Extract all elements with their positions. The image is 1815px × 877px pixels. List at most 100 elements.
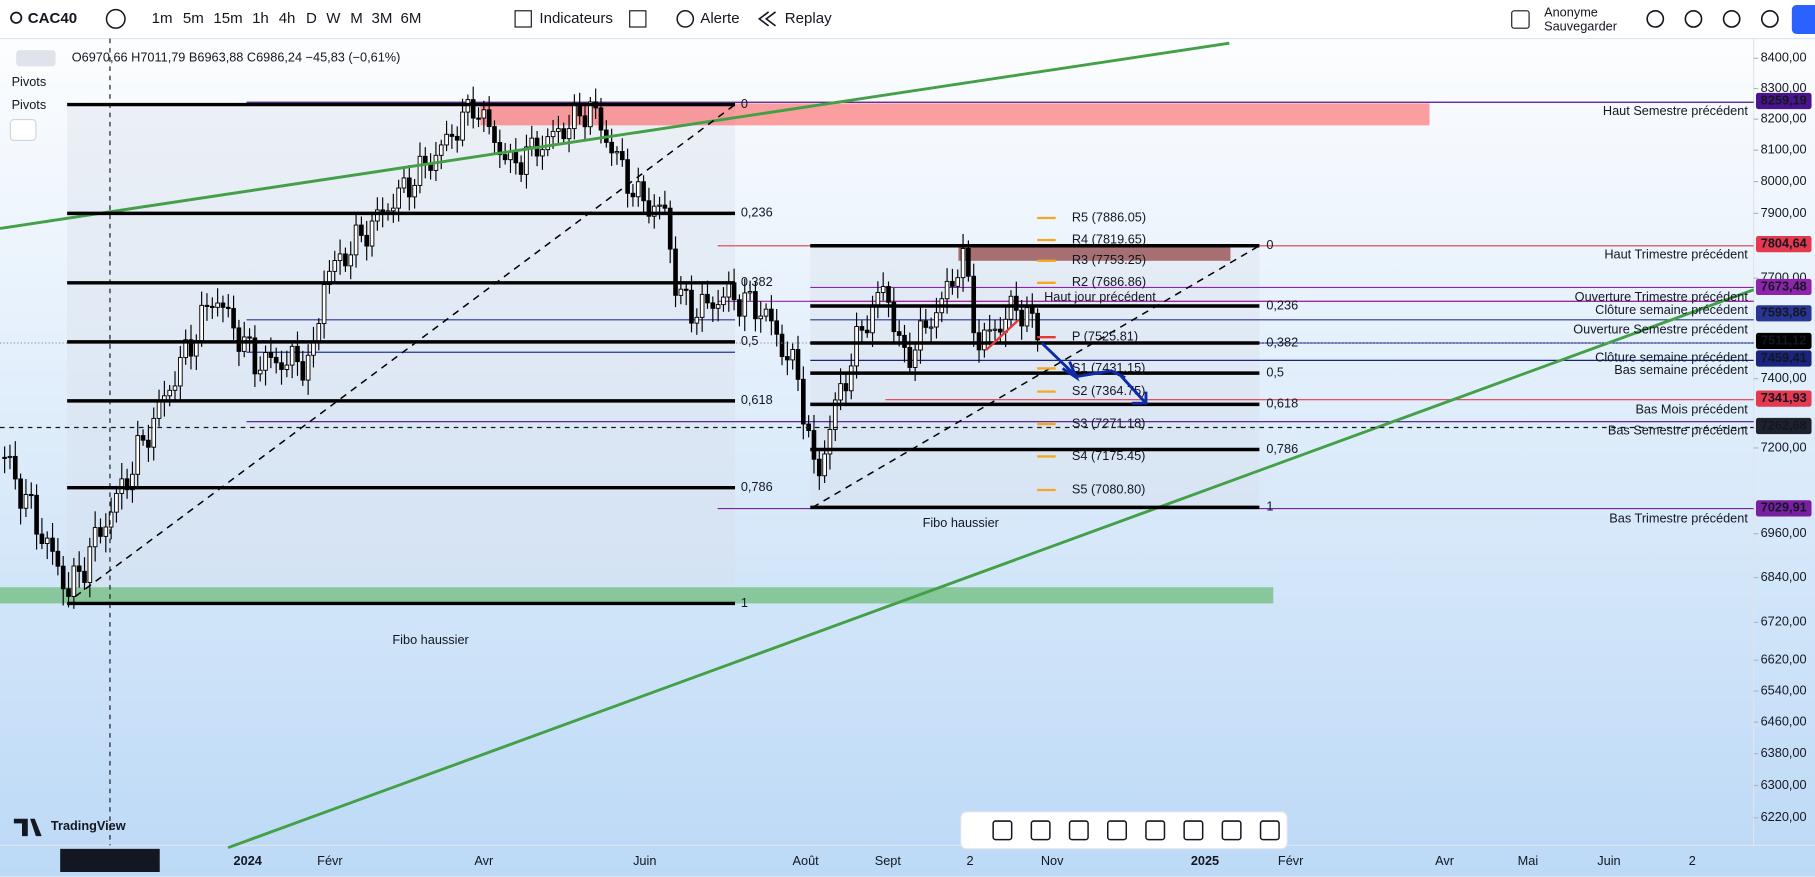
candle-body: [241, 336, 247, 352]
interval[interactable]: M: [350, 10, 363, 27]
drawing-tool[interactable]: [1183, 820, 1204, 841]
fib-level-label: 1: [741, 595, 748, 610]
price-badge: [1755, 417, 1812, 435]
candle-body: [710, 302, 716, 309]
collapse-button[interactable]: [9, 119, 37, 142]
candle-body: [71, 565, 77, 597]
resistance-zone: [480, 103, 1430, 126]
alert-icon[interactable]: [676, 10, 695, 28]
candle-body: [401, 177, 407, 189]
candle-body: [625, 159, 630, 194]
interval[interactable]: 1h: [252, 10, 269, 27]
arrow: [985, 319, 1020, 351]
toolbar: [0, 0, 1815, 39]
candle-body: [816, 458, 822, 477]
candle-body: [683, 288, 689, 291]
replay-icon[interactable]: [757, 11, 777, 27]
time-tick-label: Juin: [1597, 853, 1620, 868]
candle-body: [513, 151, 519, 164]
drawing-tool[interactable]: [1106, 820, 1128, 841]
price-tick-label: 7900,00: [1761, 205, 1807, 220]
interval[interactable]: 6M: [400, 10, 421, 27]
add-icon[interactable]: [105, 8, 126, 29]
candle-body: [375, 209, 380, 222]
publish-button[interactable]: [1791, 5, 1815, 34]
price-badge: [1755, 500, 1812, 517]
candle-body: [327, 270, 332, 286]
candle-body: [257, 369, 263, 375]
candle-body: [98, 527, 103, 537]
level-label: Ouverture Semestre précédent: [1573, 322, 1748, 337]
candle-body: [966, 248, 971, 277]
candle-body: [60, 565, 66, 590]
candle-body: [332, 260, 338, 272]
symbol[interactable]: CAC40: [28, 10, 77, 27]
candle-body: [146, 439, 151, 448]
drawing-tool[interactable]: [1030, 820, 1051, 841]
candle-body: [678, 288, 684, 296]
price-tick-label: 8100,00: [1761, 142, 1807, 157]
candle-body: [225, 306, 231, 309]
candle-body: [907, 346, 913, 368]
drawing-tool[interactable]: [1145, 820, 1166, 841]
tool-icon[interactable]: [1760, 9, 1779, 28]
candle-body: [699, 293, 705, 318]
price-tick-label: 8200,00: [1761, 111, 1807, 126]
drawing-tool[interactable]: [1221, 820, 1242, 841]
candle-body: [369, 220, 375, 247]
tool-icon[interactable]: [1722, 9, 1741, 28]
candle-body: [955, 277, 961, 287]
checkbox[interactable]: [1511, 10, 1530, 29]
candle-body: [854, 326, 859, 367]
fib-level-label: 0,618: [1266, 396, 1298, 411]
price-badge: [1755, 305, 1812, 322]
candle-body: [1008, 295, 1014, 320]
pivot-label: P (7525.81): [1072, 329, 1138, 344]
interval[interactable]: 1m: [152, 10, 173, 27]
candle-body: [609, 141, 614, 154]
ohlc: O6970,66 H7011,79 B6963,88 C6986,24 −45,…: [72, 50, 401, 65]
candle-body: [470, 99, 476, 119]
candle-body: [811, 430, 817, 460]
pivot-label: S5 (7080.80): [1072, 481, 1146, 496]
interval[interactable]: D: [306, 10, 317, 27]
candle-body: [263, 352, 268, 371]
tool-icon[interactable]: [1646, 9, 1665, 28]
drawing-tool[interactable]: [1259, 820, 1280, 841]
indicator-icon[interactable]: [514, 10, 532, 28]
candle-body: [1024, 307, 1030, 327]
candle-body: [140, 435, 146, 441]
candle-body: [305, 354, 311, 381]
candle-body: [646, 200, 652, 217]
interval[interactable]: 15m: [213, 10, 242, 27]
interval[interactable]: 3M: [372, 10, 393, 27]
candle-body: [721, 296, 726, 306]
save[interactable]: Sauvegarder: [1544, 18, 1618, 33]
time-tick-label: Avr: [1435, 853, 1455, 868]
interval[interactable]: W: [326, 10, 341, 27]
tool-icon[interactable]: [1684, 9, 1703, 28]
drawing-tool[interactable]: [1068, 820, 1089, 841]
price-tick-label: 6380,00: [1761, 745, 1807, 760]
candle-body: [827, 429, 833, 455]
cursor-label: mar. 07 Nov '23: [64, 853, 156, 868]
user[interactable]: Anonyme: [1544, 4, 1598, 19]
candle-body: [923, 320, 929, 328]
price-tick-label: 6300,00: [1761, 777, 1807, 792]
candle-body: [44, 537, 50, 544]
search-icon[interactable]: [10, 11, 23, 24]
candle-body: [87, 546, 93, 583]
price-tick-label: 7200,00: [1761, 439, 1807, 454]
candle-body: [556, 128, 561, 132]
drawing-tool[interactable]: [992, 820, 1013, 841]
indicators[interactable]: Indicateurs: [539, 10, 613, 27]
candle-body: [657, 204, 662, 207]
alert[interactable]: Alerte: [700, 10, 739, 27]
candle-body: [753, 291, 758, 320]
candle-body: [928, 326, 934, 329]
interval[interactable]: 5m: [183, 10, 204, 27]
interval[interactable]: 4h: [279, 10, 296, 27]
layout-icon[interactable]: [629, 10, 647, 28]
replay[interactable]: Replay: [785, 10, 832, 27]
fib-level-label: 0,5: [741, 333, 759, 348]
